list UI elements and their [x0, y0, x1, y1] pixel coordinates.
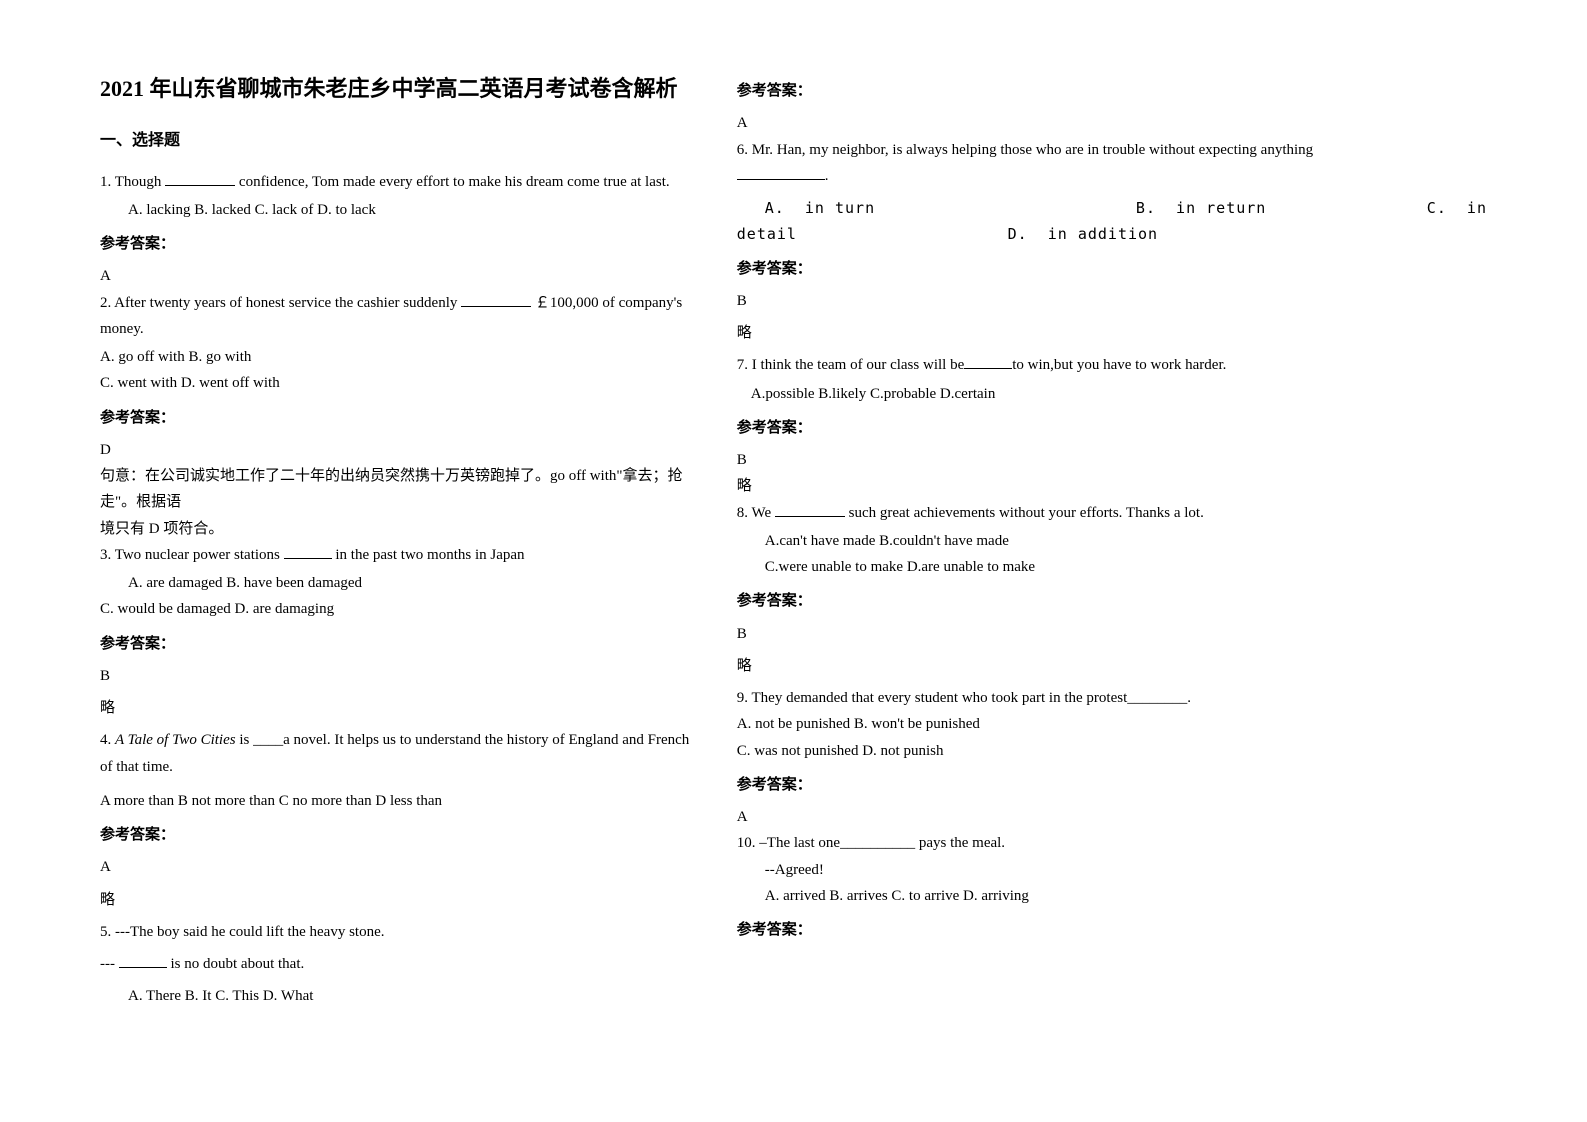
answer-heading: 参考答案： — [737, 772, 1487, 798]
q3-text-b: in the past two months in Japan — [332, 547, 525, 563]
q1-text-b: confidence, Tom made every effort to mak… — [235, 174, 669, 190]
q3-text-a: 3. Two nuclear power stations — [100, 547, 284, 563]
question-10-line2: --Agreed! — [765, 857, 1487, 883]
q1-answer: A — [100, 263, 697, 289]
blank — [284, 544, 332, 559]
q6-options-2: detail D. in addition — [737, 221, 1487, 247]
q5-line2-a: --- — [100, 956, 119, 972]
answer-heading: 参考答案： — [100, 822, 697, 848]
blank — [165, 171, 235, 186]
q7-text-b: to win,but you have to work harder. — [1012, 357, 1226, 373]
q2-text-a: 2. After twenty years of honest service … — [100, 295, 461, 311]
answer-heading: 参考答案： — [737, 415, 1487, 441]
q3-explain: 略 — [100, 695, 697, 721]
question-3: 3. Two nuclear power stations in the pas… — [100, 542, 697, 568]
question-7: 7. I think the team of our class will be… — [737, 352, 1487, 378]
q6-answer: B — [737, 288, 1487, 314]
answer-heading: 参考答案： — [100, 631, 697, 657]
blank — [461, 292, 531, 307]
question-2: 2. After twenty years of honest service … — [100, 290, 697, 343]
q7-options: A.possible B.likely C.probable D.certain — [751, 381, 1487, 407]
answer-heading: 参考答案： — [737, 588, 1487, 614]
q9-options-1: A. not be punished B. won't be punished — [737, 711, 1487, 737]
q5-options: A. There B. It C. This D. What — [128, 983, 697, 1009]
answer-heading: 参考答案： — [100, 405, 697, 431]
q8-answer: B — [737, 621, 1487, 647]
q3-options-2: C. would be damaged D. are damaging — [100, 596, 697, 622]
answer-heading: 参考答案： — [737, 917, 1487, 943]
q5-line2-b: is no doubt about that. — [167, 956, 305, 972]
q8-explain: 略 — [737, 653, 1487, 679]
q3-options-1: A. are damaged B. have been damaged — [128, 570, 697, 596]
q7-text-a: 7. I think the team of our class will be — [737, 357, 964, 373]
q5-answer: A — [737, 110, 1487, 136]
question-9: 9. They demanded that every student who … — [737, 685, 1487, 711]
question-5-line2: --- is no doubt about that. — [100, 951, 697, 977]
q8-options-1: A.can't have made B.couldn't have made — [765, 528, 1487, 554]
question-10-line1: 10. –The last one__________ pays the mea… — [737, 830, 1487, 856]
q6-explain: 略 — [737, 320, 1487, 346]
left-column: 2021 年山东省聊城市朱老庄乡中学高二英语月考试卷含解析 一、选择题 1. T… — [100, 70, 697, 1010]
q8-text-b: such great achievements without your eff… — [845, 505, 1204, 521]
section-heading: 一、选择题 — [100, 127, 697, 155]
q2-explain-2: 境只有 D 项符合。 — [100, 516, 697, 542]
blank — [775, 502, 845, 517]
blank — [119, 954, 167, 969]
q8-text-a: 8. We — [737, 505, 775, 521]
q6-options: A. in turn B. in return C. in — [765, 195, 1487, 221]
q4-italic: A Tale of Two Cities — [115, 732, 236, 748]
q4-options: A more than B not more than C no more th… — [100, 788, 697, 814]
q10-options: A. arrived B. arrives C. to arrive D. ar… — [765, 883, 1487, 909]
q7-explain: 略 — [737, 473, 1487, 499]
q4-explain: 略 — [100, 887, 697, 913]
q2-options-1: A. go off with B. go with — [100, 344, 697, 370]
q9-answer: A — [737, 804, 1487, 830]
q4-text-a: 4. — [100, 732, 115, 748]
q8-options-2: C.were unable to make D.are unable to ma… — [765, 554, 1487, 580]
answer-heading: 参考答案： — [737, 256, 1487, 282]
q7-answer: B — [737, 447, 1487, 473]
question-4: 4. A Tale of Two Cities is ____a novel. … — [100, 727, 697, 780]
question-1: 1. Though confidence, Tom made every eff… — [100, 169, 697, 195]
q3-answer: B — [100, 663, 697, 689]
q6-blank: . — [737, 163, 1487, 189]
q9-options-2: C. was not punished D. not punish — [737, 738, 1487, 764]
blank — [964, 355, 1012, 370]
right-column: 参考答案： A 6. Mr. Han, my neighbor, is alwa… — [737, 70, 1487, 1010]
answer-heading: 参考答案： — [737, 78, 1487, 104]
question-8: 8. We such great achievements without yo… — [737, 500, 1487, 526]
answer-heading: 参考答案： — [100, 231, 697, 257]
question-6: 6. Mr. Han, my neighbor, is always helpi… — [737, 137, 1487, 163]
q1-options: A. lacking B. lacked C. lack of D. to la… — [128, 197, 697, 223]
question-5-line1: 5. ---The boy said he could lift the hea… — [100, 919, 697, 945]
q1-text-a: 1. Though — [100, 174, 165, 190]
q2-options-2: C. went with D. went off with — [100, 370, 697, 396]
q4-answer: A — [100, 854, 697, 880]
q2-explain-1: 句意：在公司诚实地工作了二十年的出纳员突然携十万英镑跑掉了。go off wit… — [100, 463, 697, 516]
q2-answer: D — [100, 437, 697, 463]
page-title: 2021 年山东省聊城市朱老庄乡中学高二英语月考试卷含解析 — [100, 70, 697, 109]
